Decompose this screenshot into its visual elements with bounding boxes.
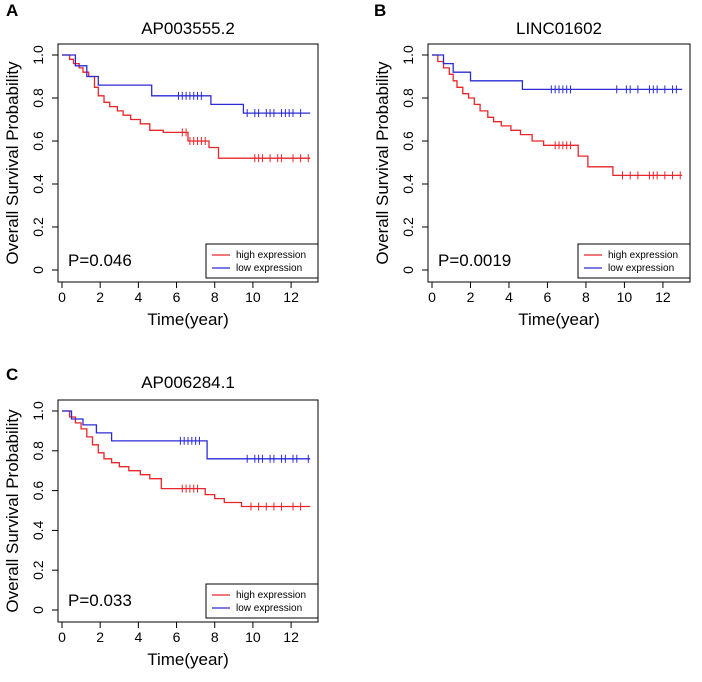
y-tick-label: 1.0 [400, 45, 416, 65]
low-expression-curve [62, 410, 311, 460]
y-tick-label: 0.6 [400, 131, 416, 151]
x-tick-label: 4 [505, 289, 513, 305]
plot-frame [57, 43, 319, 283]
x-axis-label: Time(year) [147, 650, 229, 669]
y-tick-label: 0 [30, 606, 46, 614]
y-tick-label: 0.8 [400, 88, 416, 108]
p-value: P=0.033 [68, 591, 132, 610]
y-tick-label: 0.2 [400, 217, 416, 237]
x-tick-label: 12 [283, 289, 299, 305]
y-tick-label: 0.6 [30, 481, 46, 501]
panel-a: A AP003555.2 0 2 4 6 8 10 12 0 0.2 0.4 0.6 0.8 1.0 Time… [3, 1, 319, 329]
x-tick-label: 12 [283, 629, 299, 645]
legend-low-label: low expression [236, 263, 302, 274]
panel-letter: B [374, 1, 386, 20]
y-axis-label: Overall Survival Probability [3, 61, 22, 265]
panel-c: C AP006284.1 0 2 4 6 8 10 12 0 0.2 0.4 0.6 0.8 1.0 Time… [3, 365, 319, 669]
p-value: P=0.0019 [438, 251, 511, 270]
x-tick-label: 10 [617, 289, 633, 305]
x-tick-label: 12 [655, 289, 671, 305]
y-tick-label: 0.4 [400, 174, 416, 194]
y-tick-label: 0.4 [30, 520, 46, 540]
legend: high expression low expression [577, 243, 691, 279]
y-tick-label: 0.8 [30, 441, 46, 461]
y-tick-label: 1.0 [30, 45, 46, 65]
y-tick-label: 0 [400, 266, 416, 274]
x-tick-label: 6 [173, 289, 181, 305]
x-tick-label: 2 [96, 629, 104, 645]
chart-title: AP006284.1 [141, 373, 235, 392]
low-expression-curve [62, 54, 311, 114]
legend-box [205, 243, 319, 279]
plot-frame [57, 399, 319, 623]
legend-high-label: high expression [236, 590, 306, 601]
y-tick-label: 0.2 [30, 217, 46, 237]
x-tick-label: 4 [134, 289, 142, 305]
y-tick-label: 0.2 [30, 560, 46, 580]
x-tick-label: 4 [134, 629, 142, 645]
x-tick-label: 0 [428, 289, 436, 305]
y-tick-label: 1.0 [30, 401, 46, 421]
high-expression-curve [432, 54, 683, 177]
y-tick-label: 0.6 [30, 131, 46, 151]
y-tick-label: 0.8 [30, 88, 46, 108]
y-tick-label: 0.4 [30, 174, 46, 194]
legend-box [205, 583, 319, 619]
y-axis-label: Overall Survival Probability [3, 409, 22, 613]
legend-high-label: high expression [608, 250, 678, 261]
x-tick-label: 8 [211, 289, 219, 305]
plot-frame [427, 43, 691, 283]
x-tick-label: 8 [211, 629, 219, 645]
x-tick-label: 8 [582, 289, 590, 305]
x-tick-label: 10 [245, 289, 261, 305]
panel-letter: A [6, 1, 18, 20]
legend-low-label: low expression [608, 263, 674, 274]
x-tick-label: 0 [58, 289, 66, 305]
chart-title: AP003555.2 [141, 19, 235, 38]
x-tick-label: 6 [173, 629, 181, 645]
high-expression-curve [62, 410, 311, 508]
y-axis-label: Overall Survival Probability [373, 61, 392, 265]
legend: high expression low expression [205, 583, 319, 619]
legend-high-label: high expression [236, 250, 306, 261]
legend-box [577, 243, 691, 279]
p-value: P=0.046 [68, 251, 132, 270]
x-tick-label: 6 [544, 289, 552, 305]
x-tick-label: 2 [96, 289, 104, 305]
x-axis-label: Time(year) [147, 310, 229, 329]
panel-b: B LINC01602 0 2 4 6 8 10 12 0 0.2 0.4 0.6 0.8 1.0 Time(… [373, 1, 691, 329]
y-tick-label: 0 [30, 266, 46, 274]
low-expression-curve [432, 54, 683, 91]
x-tick-label: 2 [467, 289, 475, 305]
x-axis-label: Time(year) [518, 310, 600, 329]
chart-title: LINC01602 [516, 19, 602, 38]
legend: high expression low expression [205, 243, 319, 279]
x-tick-label: 0 [58, 629, 66, 645]
legend-low-label: low expression [236, 603, 302, 614]
x-tick-label: 10 [245, 629, 261, 645]
high-expression-curve [62, 54, 311, 159]
panel-letter: C [6, 365, 18, 384]
